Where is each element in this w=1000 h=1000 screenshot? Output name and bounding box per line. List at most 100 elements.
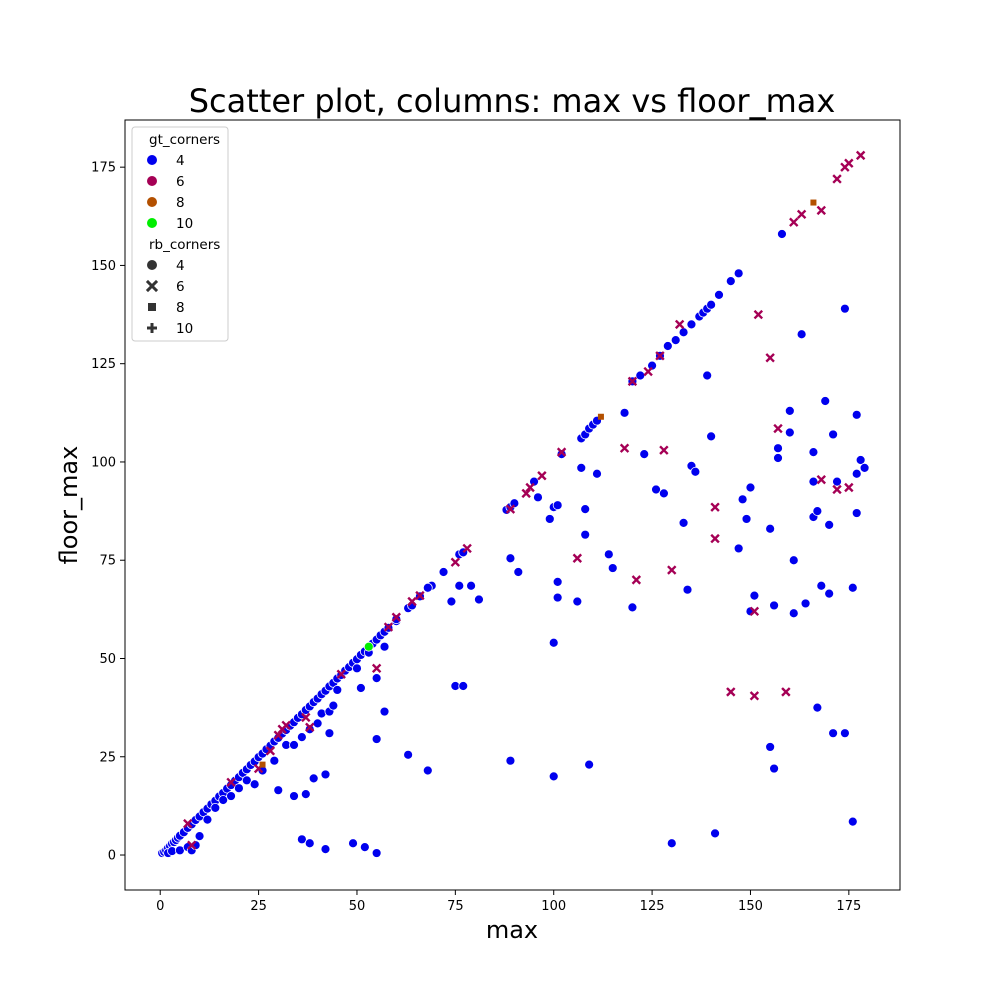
legend-marker-rb-4 [147,260,157,270]
data-point [741,514,752,524]
x-tick-label: 0 [156,899,164,914]
data-point [474,594,484,605]
data-point [639,449,650,459]
legend: gt_corners 4 6 8 10 rb_corners 4 6 8 10 [131,126,229,342]
data-point [580,504,591,515]
data-point [658,488,669,499]
data-point [273,730,283,740]
data-point [320,844,331,855]
data-point [725,276,736,287]
data-point [824,519,835,530]
data-point [855,150,866,161]
data-point [513,567,524,577]
data-point [769,763,779,774]
y-axis-label: floor_max [55,446,83,565]
data-point [525,482,535,493]
data-point [548,637,559,648]
data-point [289,740,299,750]
legend-label-gt-4: 4 [176,153,185,169]
data-point [391,612,402,622]
data-point [603,549,614,560]
x-tick-label: 125 [640,899,665,914]
data-point [352,663,362,674]
data-point [273,785,284,796]
data-point [552,500,563,511]
x-tick-label: 25 [250,899,267,914]
x-tick-label: 75 [447,899,464,914]
data-point [706,431,717,442]
data-point [348,838,358,849]
data-point [505,553,516,564]
data-point [597,413,604,420]
data-point [226,777,236,787]
data-point [851,508,862,518]
data-point [765,742,776,752]
data-point [726,687,736,697]
data-point [847,816,858,827]
data-point [296,732,307,743]
data-point [505,755,516,766]
data-point [789,217,799,227]
data-point [800,598,811,609]
x-tick-label: 150 [738,899,763,914]
data-point [226,791,236,801]
data-point [765,353,775,363]
data-point [796,329,807,340]
data-point [666,838,677,849]
data-point [371,848,382,858]
data-point [324,728,335,739]
data-point [308,773,319,784]
data-point [784,405,795,416]
y-tick-label: 100 [91,455,116,470]
data-point [828,728,839,739]
y-tick-label: 125 [91,357,116,372]
data-point [580,529,591,540]
data-point [810,199,817,206]
data-point [851,468,862,479]
y-tick-label: 75 [99,554,116,569]
y-tick-label: 175 [91,161,116,176]
data-point [438,567,449,577]
data-point [521,488,531,499]
data-point [627,602,638,613]
data-point [832,484,842,495]
data-point [765,523,776,534]
data-point [678,517,689,528]
data-point [674,319,685,330]
data-point [391,614,402,625]
data-point [379,706,390,717]
data-point [249,779,260,790]
data-point [682,584,693,595]
data-point [816,205,826,216]
data-point [584,759,595,770]
data-point [710,828,720,839]
data-point [753,309,764,320]
data-point [304,838,315,849]
data-point [320,769,331,780]
data-point [422,765,433,776]
data-point [265,746,276,756]
x-tick-label: 100 [541,899,566,914]
legend-marker-gt-10 [147,218,157,228]
data-point [552,592,563,603]
data-point [686,319,697,330]
data-point [529,476,539,487]
legend-marker-rb-6 [145,279,159,293]
y-tick-label: 50 [99,652,116,667]
data-point [808,447,819,458]
legend-label-rb-4: 4 [176,258,185,274]
data-point [544,514,555,524]
data-point [844,482,854,493]
data-point [462,543,472,554]
data-point [194,831,205,842]
data-point [710,502,720,512]
data-point [187,840,197,850]
x-axis-label: max [486,916,538,944]
data-point [509,498,520,509]
data-point [505,504,516,514]
data-point [840,728,850,739]
data-point [592,468,602,479]
legend-marker-rb-8 [148,303,156,311]
data-point [304,724,315,735]
data-point [537,471,547,481]
